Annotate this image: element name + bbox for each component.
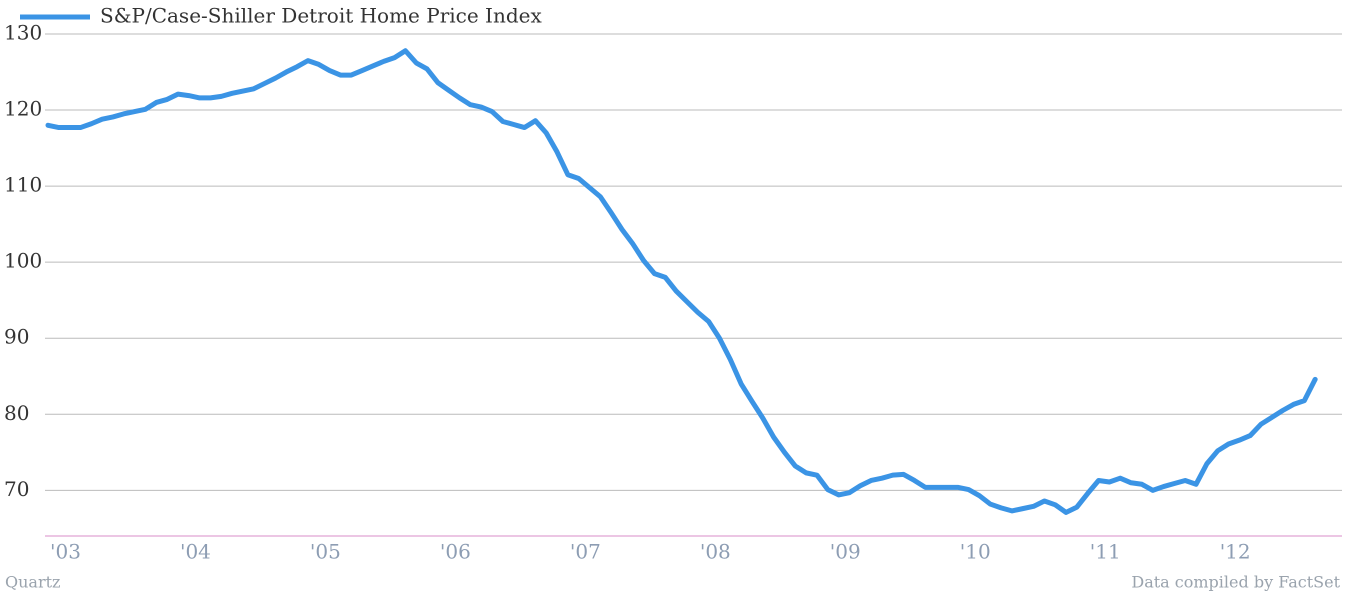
x-tick-label: '04 <box>180 540 211 564</box>
x-tick-label: '05 <box>310 540 341 564</box>
legend-label: S&P/Case-Shiller Detroit Home Price Inde… <box>100 4 542 28</box>
x-tick-label: '06 <box>440 540 471 564</box>
y-tick-label: 80 <box>4 401 29 425</box>
x-tick-label: '12 <box>1220 540 1251 564</box>
source: Quartz <box>5 573 60 592</box>
x-tick-label: '08 <box>700 540 731 564</box>
x-tick-label: '07 <box>570 540 601 564</box>
series-line <box>45 48 1318 515</box>
y-tick-label: 70 <box>4 477 29 501</box>
note: Data compiled by FactSet <box>1131 573 1340 592</box>
y-tick-label: 130 <box>4 21 42 45</box>
y-tick-label: 100 <box>4 249 42 273</box>
y-tick-label: 110 <box>4 173 42 197</box>
y-tick-label: 90 <box>4 325 29 349</box>
y-tick-label: 120 <box>4 97 42 121</box>
x-tick-label: '10 <box>960 540 991 564</box>
x-tick-label: '03 <box>50 540 81 564</box>
x-tick-label: '11 <box>1090 540 1121 564</box>
x-tick-label: '09 <box>830 540 861 564</box>
